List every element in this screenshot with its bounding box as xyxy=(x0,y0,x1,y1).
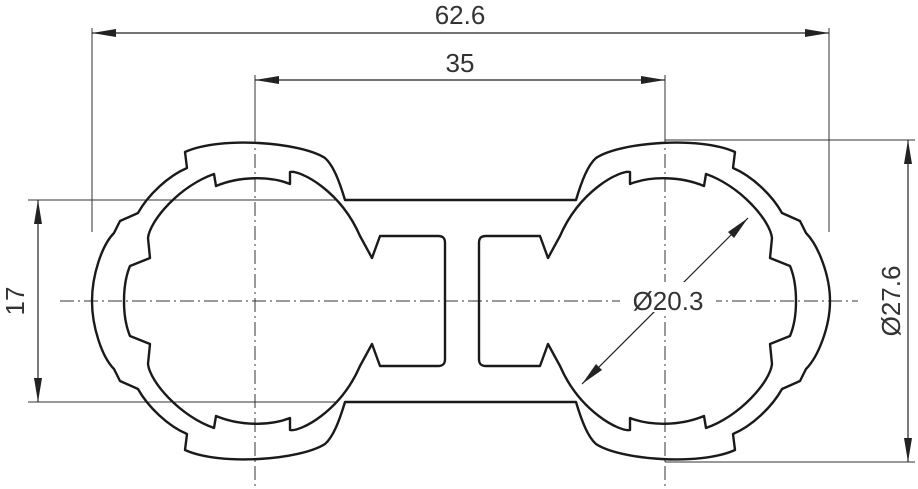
arrow-bottom-outer-dia xyxy=(904,438,912,462)
arrow-top-outer-dia xyxy=(904,140,912,164)
profile-outer-contour xyxy=(90,141,832,461)
arrow-right-overall xyxy=(805,29,829,37)
profile-inner-left xyxy=(122,170,447,432)
label-center-distance: 35 xyxy=(446,48,475,78)
centerlines xyxy=(60,130,858,489)
arrow-bottom-height xyxy=(34,378,42,402)
label-outer-diameter: Ø27.6 xyxy=(876,266,906,337)
extension-lines xyxy=(28,28,915,463)
label-inner-diameter: Ø20.3 xyxy=(633,286,704,316)
arrow-left-overall xyxy=(92,29,116,37)
profile-inner-right xyxy=(477,170,798,432)
dimension-height: 17 xyxy=(0,200,42,402)
arrow-upper-inner-dia xyxy=(728,218,748,238)
arrow-right-center xyxy=(641,76,665,84)
arrow-left-center xyxy=(255,76,279,84)
dimension-inner-diameter: Ø20.3 xyxy=(581,217,749,385)
label-bg-inner-diameter xyxy=(620,282,716,312)
label-height: 17 xyxy=(0,287,30,316)
arrow-lower-inner-dia xyxy=(582,364,602,384)
arrow-top-height xyxy=(34,200,42,224)
label-overall-width: 62.6 xyxy=(435,0,486,30)
dimension-overall-width: 62.6 xyxy=(92,0,829,37)
dimension-center-distance: 35 xyxy=(255,48,665,84)
dimension-outer-diameter: Ø27.6 xyxy=(876,140,912,462)
